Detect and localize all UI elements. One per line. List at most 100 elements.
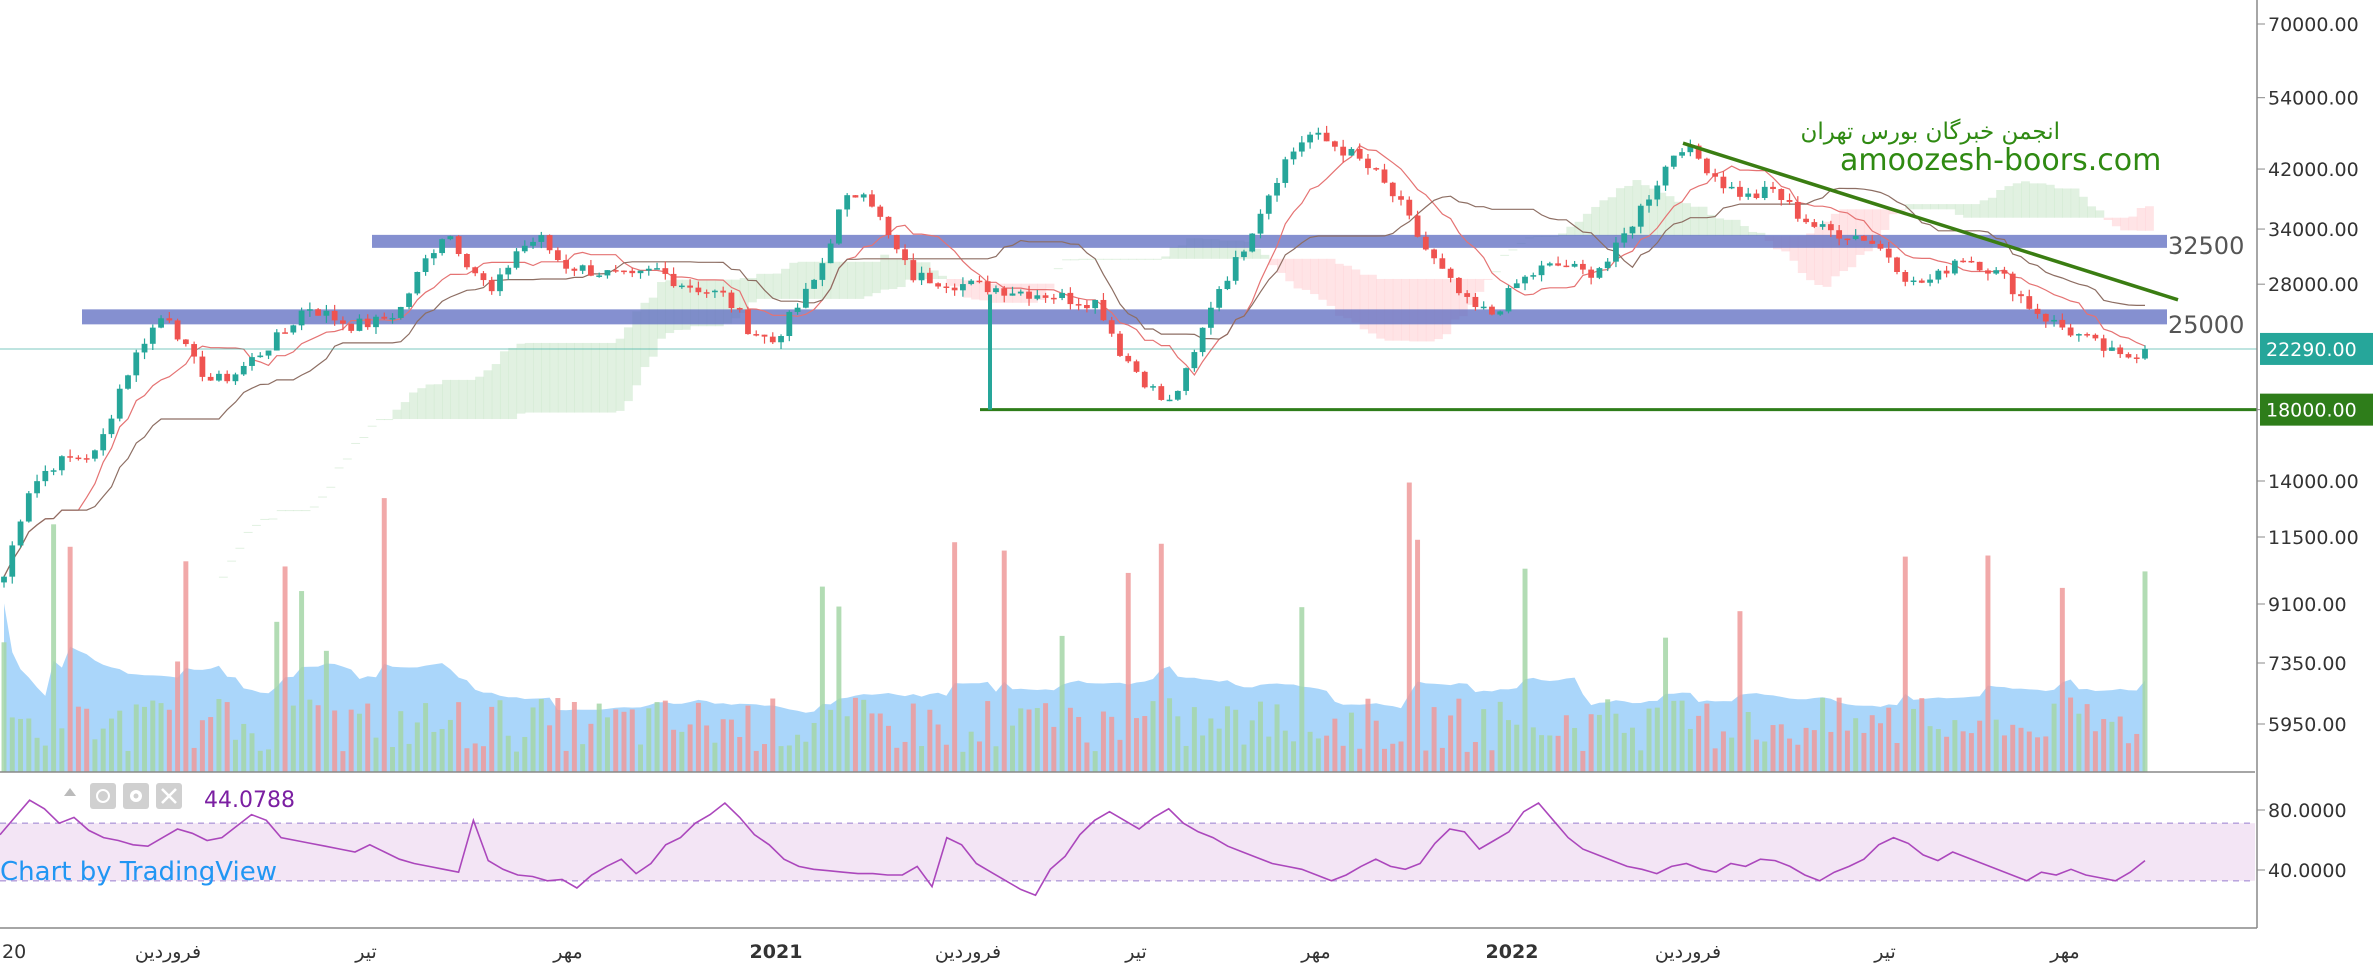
candle-body xyxy=(174,320,181,340)
cloud-segment xyxy=(1144,258,1154,260)
volume-bar xyxy=(1687,728,1693,772)
volume-bar xyxy=(1836,697,1842,772)
candle-body xyxy=(827,243,834,264)
volume-bar xyxy=(84,708,90,772)
volume-bar xyxy=(1208,718,1214,772)
candle-body xyxy=(1472,296,1479,308)
zone-label-25000: 25000 xyxy=(2168,311,2244,339)
volume-bar xyxy=(629,709,635,772)
volume-bar xyxy=(1291,741,1297,772)
rsi-band xyxy=(0,823,2255,881)
volume-bar xyxy=(803,741,809,772)
volume-bar xyxy=(1944,736,1950,772)
candle-body xyxy=(1951,260,1958,274)
cloud-segment xyxy=(847,261,857,299)
cloud-segment xyxy=(549,342,559,413)
volume-bar xyxy=(1911,708,1917,772)
volume-bar xyxy=(1464,751,1470,772)
candle-body xyxy=(1307,134,1313,143)
volume-bar xyxy=(1547,735,1553,772)
tradingview-branding[interactable]: Chart by TradingView xyxy=(0,857,277,887)
cloud-segment xyxy=(1475,278,1485,292)
candle-body xyxy=(1059,292,1065,299)
candle-body xyxy=(389,317,396,320)
support-line[interactable] xyxy=(980,294,2257,412)
candle-body xyxy=(1034,295,1041,299)
candle-body xyxy=(1075,304,1082,306)
time-tick-label: 2022 xyxy=(1486,941,1539,963)
volume-bar xyxy=(381,498,387,772)
volume-bar xyxy=(2134,733,2140,772)
candle-body xyxy=(2042,313,2049,322)
rsi-arrow-icon[interactable] xyxy=(64,788,76,796)
volume-bar xyxy=(26,718,32,772)
candle-body xyxy=(1489,306,1495,315)
candle-body xyxy=(464,254,470,268)
candle-body xyxy=(1050,297,1057,300)
cloud-segment xyxy=(615,338,625,411)
volume-bar xyxy=(307,699,313,772)
candle-body xyxy=(199,356,206,377)
time-tick-label: مهر xyxy=(2049,941,2079,963)
volume-bar xyxy=(662,700,668,772)
cloud-segment xyxy=(417,388,427,420)
time-axis[interactable]: 20 فروردین تیر مهر 2021 فروردین تیر مهر 2022 فرور… xyxy=(0,927,2257,963)
cloud-segment xyxy=(1500,254,1510,256)
candle-body xyxy=(1455,277,1462,294)
volume-bar xyxy=(712,742,718,772)
volume-bar xyxy=(1712,748,1718,772)
cloud-segment xyxy=(789,262,799,299)
cloud-segment xyxy=(326,486,336,488)
cloud-segment xyxy=(962,280,972,298)
price-tick-label: 7350.00 xyxy=(2268,653,2347,675)
candle-body xyxy=(860,194,867,198)
volume-bar xyxy=(299,591,305,772)
volume-bar xyxy=(852,697,858,772)
cloud-segment xyxy=(822,261,832,299)
cloud-segment xyxy=(714,279,724,327)
volume-bar xyxy=(1456,698,1462,772)
candle-body xyxy=(1993,270,2000,274)
candle-body xyxy=(902,249,908,261)
candle-body xyxy=(191,344,198,357)
volume-bar xyxy=(1175,716,1181,772)
volume-bar xyxy=(563,750,569,772)
eye-icon[interactable] xyxy=(90,783,116,809)
cloud-segment xyxy=(1632,180,1642,237)
cloud-segment xyxy=(351,442,361,444)
cloud-segment xyxy=(954,279,964,287)
candle-body xyxy=(1282,159,1289,183)
cloud-segment xyxy=(706,279,716,327)
price-tick-label: 5950.00 xyxy=(2268,714,2347,736)
price-axis[interactable]: 70000.00 54000.00 42000.00 34000.00 28000.00… xyxy=(2256,0,2359,928)
cloud-segment xyxy=(1128,258,1138,260)
volume-bar xyxy=(1282,730,1288,772)
rsi-pane[interactable]: 44.0788 Chart by TradingView xyxy=(0,771,2255,897)
volume-bar xyxy=(844,716,850,772)
volume-bar xyxy=(290,705,296,772)
trendline[interactable] xyxy=(1682,141,2179,302)
price-tick-label: 42000.00 xyxy=(2268,159,2359,181)
price-tick-label: 34000.00 xyxy=(2268,219,2359,241)
candle-body xyxy=(1480,306,1487,309)
cloud-segment xyxy=(1979,200,1989,218)
price-tick-label: 9100.00 xyxy=(2268,594,2347,616)
candle-body xyxy=(1827,224,1834,231)
volume-bar xyxy=(439,728,445,772)
candle-body xyxy=(1356,148,1363,159)
candle-body xyxy=(513,251,520,268)
cloud-segment xyxy=(251,524,261,526)
volume-bar xyxy=(596,703,602,772)
cloud-segment xyxy=(466,379,476,420)
cloud-segment xyxy=(1706,214,1716,237)
candle-body xyxy=(745,309,751,335)
volume-bar xyxy=(2084,704,2090,772)
volume-bar xyxy=(1679,700,1685,772)
candle-body xyxy=(703,292,710,294)
cloud-segment xyxy=(243,531,253,533)
cloud-segment xyxy=(367,425,377,427)
candle-body xyxy=(935,283,941,287)
volume-bar xyxy=(1026,709,1032,772)
